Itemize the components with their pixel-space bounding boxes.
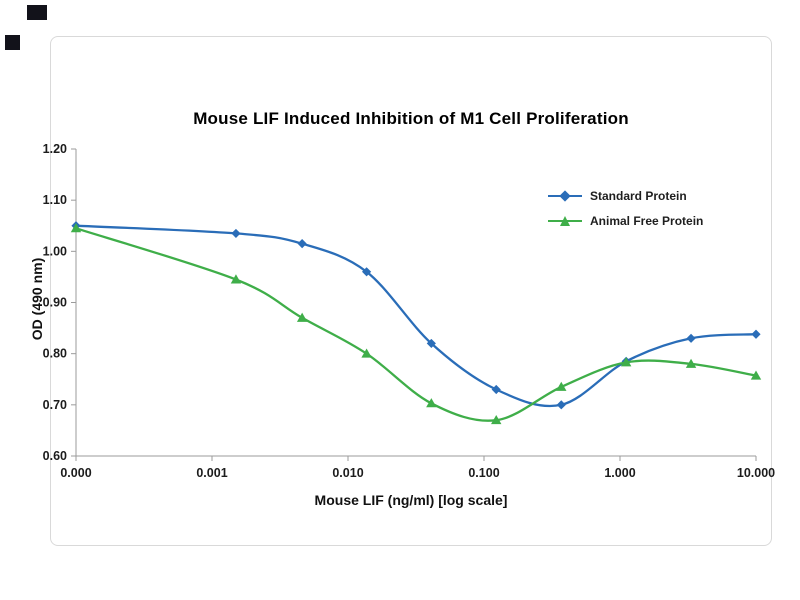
triangle-marker-icon [559,216,570,226]
chart-svg: 0.60 0.70 0.80 0.90 1.00 1.10 1.20 0.000 0.001 0.… [43,142,776,480]
svg-text:1.00: 1.00 [43,244,67,258]
legend-sample-standard [548,190,582,203]
legend-item-animal-free-protein: Animal Free Protein [548,214,703,228]
legend-item-standard-protein: Standard Protein [548,189,703,203]
svg-text:0.010: 0.010 [332,466,363,480]
diamond-marker-icon [559,190,571,202]
artifact-square-1 [27,5,47,20]
legend-label-standard: Standard Protein [590,189,687,203]
legend: Standard Protein Animal Free Protein [548,189,703,228]
svg-text:10.000: 10.000 [737,466,775,480]
chart-frame: Mouse LIF Induced Inhibition of M1 Cell … [29,36,776,546]
svg-text:0.70: 0.70 [43,398,67,412]
x-axis-title: Mouse LIF (ng/ml) [log scale] [314,492,508,508]
legend-sample-animal-free [548,215,582,228]
legend-label-animal-free: Animal Free Protein [590,214,704,228]
chart-title: Mouse LIF Induced Inhibition of M1 Cell … [193,109,629,128]
svg-text:0.001: 0.001 [196,466,227,480]
svg-text:1.10: 1.10 [43,193,67,207]
svg-text:0.60: 0.60 [43,449,67,463]
svg-text:1.000: 1.000 [604,466,635,480]
svg-text:1.20: 1.20 [43,142,67,156]
svg-text:0.90: 0.90 [43,296,67,310]
svg-text:0.100: 0.100 [468,466,499,480]
artifact-square-2 [5,35,20,50]
svg-text:0.80: 0.80 [43,347,67,361]
svg-text:0.000: 0.000 [60,466,91,480]
